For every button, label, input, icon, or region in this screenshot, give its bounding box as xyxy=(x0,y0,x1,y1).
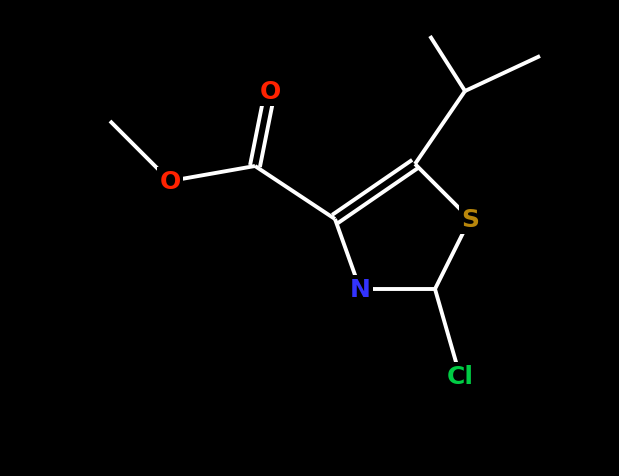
Text: Cl: Cl xyxy=(446,364,474,388)
Text: N: N xyxy=(350,278,370,301)
Text: O: O xyxy=(159,169,181,194)
Text: S: S xyxy=(461,208,479,231)
Text: O: O xyxy=(259,80,280,104)
